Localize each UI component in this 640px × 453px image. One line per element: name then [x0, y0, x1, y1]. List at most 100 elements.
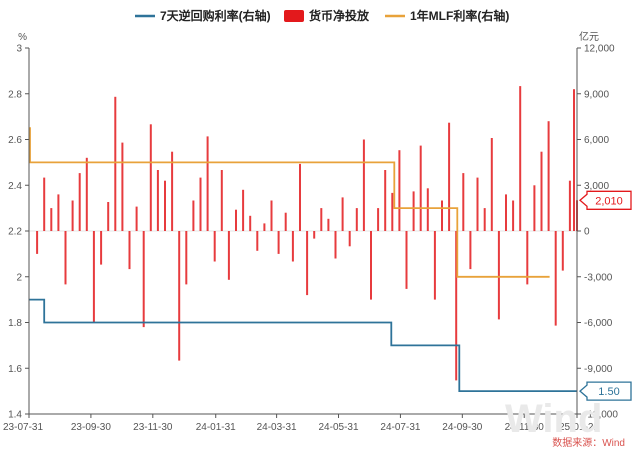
bar-net-injection	[64, 231, 67, 285]
bar-net-injection	[291, 231, 294, 262]
bar-net-injection	[249, 215, 252, 232]
bar-net-injection	[107, 202, 110, 231]
legend-label: 1年MLF利率(右轴)	[410, 8, 509, 23]
callout-box	[579, 381, 632, 401]
bar-net-injection	[455, 231, 458, 381]
bar-net-injection	[384, 170, 387, 231]
right-axis-tick-label: 12,000	[584, 44, 615, 55]
axes: 3 2.8 2.6 2.4 2.2 2 1.8 1.6 1.4% 12,000 9,000 6,000…	[3, 30, 618, 433]
bar-net-injection	[206, 136, 209, 231]
bar-net-injection	[391, 192, 394, 231]
bar-net-injection	[573, 89, 575, 231]
bar-net-injection	[171, 151, 174, 231]
bar-net-injection	[185, 231, 188, 285]
bar-net-injection	[433, 231, 436, 300]
bar-net-injection	[192, 200, 195, 231]
bar-net-injection	[36, 231, 39, 254]
bar-net-injection	[476, 177, 479, 231]
bar-net-injection	[43, 177, 46, 231]
bar-net-injection	[149, 124, 152, 232]
left-axis-tick-label: 1.6	[8, 364, 22, 375]
bar-net-injection	[142, 231, 145, 328]
right-axis-tick-label: 6,000	[584, 135, 609, 146]
mlf-rate-line	[29, 127, 550, 278]
legend: 7天逆回购利率(右轴) 货币净投放 1年MLF利率(右轴)	[135, 8, 509, 23]
bar-net-injection	[57, 194, 60, 231]
bar-net-injection	[320, 208, 323, 231]
callout-box	[579, 190, 632, 210]
watermark: Wind	[505, 397, 602, 441]
bar-net-injection	[512, 200, 515, 231]
bar-net-injection	[441, 200, 443, 231]
bar-net-injection	[121, 142, 124, 231]
bar-net-injection	[164, 180, 166, 231]
bar-net-injection	[284, 212, 287, 231]
left-axis-tick-label: 2.8	[8, 89, 22, 100]
bar-net-injection	[327, 218, 330, 231]
bar-net-injection	[92, 231, 95, 323]
bar-net-injection	[526, 231, 529, 285]
bar-net-injection	[362, 139, 365, 231]
bar-net-injection	[405, 231, 408, 289]
x-axis-tick-label: 23-11-30	[133, 422, 173, 433]
left-axis-tick-label: 2.6	[8, 135, 22, 146]
bar-net-injection	[227, 231, 230, 280]
bar-net-injection	[78, 173, 81, 231]
bar-net-injection	[547, 121, 550, 231]
bar-net-injection	[398, 150, 401, 231]
right-axis-tick-label: -9,000	[584, 364, 613, 375]
reverse-repo-rate-line	[29, 298, 577, 392]
bar-net-injection	[377, 208, 380, 231]
legend-label: 货币净投放	[309, 8, 370, 23]
callout-reverse-repo-value: 1.50	[598, 386, 619, 398]
bar-net-injection	[462, 173, 465, 231]
net-injection-bars	[36, 86, 578, 381]
right-axis-tick-label: 3,000	[584, 181, 609, 192]
bar-net-injection	[100, 231, 103, 265]
bar-net-injection	[114, 96, 117, 231]
left-axis-tick-label: 2.4	[8, 181, 22, 192]
right-axis-tick-label: -12,000	[584, 410, 618, 421]
value-callouts: 2,010 1.50	[579, 190, 632, 401]
bar-net-injection	[135, 206, 138, 231]
bar-net-injection	[412, 191, 415, 231]
x-axis-tick-label: 24-07-31	[380, 422, 420, 433]
bar-net-injection	[497, 231, 500, 320]
x-axis-tick-label: 24-01-31	[196, 422, 236, 433]
bar-net-injection	[71, 200, 74, 231]
bar-net-injection	[306, 231, 309, 296]
left-axis-unit: %	[18, 32, 27, 43]
right-axis-tick-label: -3,000	[584, 272, 613, 283]
bar-net-injection	[178, 231, 181, 361]
bar-net-injection	[256, 231, 259, 251]
x-axis-tick-label: 24-11-30	[505, 422, 545, 433]
x-axis-tick-label: 23-09-30	[71, 422, 111, 433]
bar-net-injection	[270, 200, 273, 231]
bar-net-injection	[469, 231, 472, 270]
bar-net-injection	[242, 189, 245, 231]
bar-net-injection	[554, 231, 557, 326]
left-axis-tick-label: 2.2	[8, 227, 22, 238]
bar-net-injection	[263, 223, 266, 231]
x-axis-tick-label: 23-07-31	[3, 422, 43, 433]
bar-net-injection	[156, 170, 159, 231]
bar-net-injection	[448, 122, 451, 231]
bar-net-injection	[220, 170, 223, 231]
x-axis-tick-label: 24-03-31	[257, 422, 297, 433]
bar-net-injection	[419, 145, 422, 231]
x-axis-tick-label: 24-05-31	[319, 422, 359, 433]
bar-net-injection	[490, 138, 493, 231]
bar-net-injection	[235, 209, 237, 231]
bar-net-injection	[348, 231, 351, 247]
bar-net-injection	[313, 231, 316, 239]
bar-net-injection	[505, 194, 507, 231]
left-axis-tick-label: 1.8	[8, 318, 22, 329]
bar-net-injection	[483, 208, 486, 231]
bar-net-injection	[561, 231, 564, 271]
callout-net-injection-value: 2,010	[595, 195, 623, 207]
bar-net-injection	[299, 163, 301, 231]
bar-net-injection	[128, 231, 131, 270]
bar-net-injection	[568, 180, 571, 231]
bar-net-injection	[213, 231, 216, 262]
